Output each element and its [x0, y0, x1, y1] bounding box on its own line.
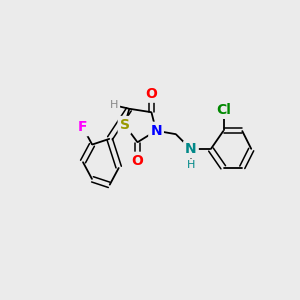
Text: N: N	[185, 142, 197, 156]
Text: N: N	[150, 124, 162, 138]
Text: O: O	[146, 87, 158, 101]
Text: H: H	[187, 160, 195, 170]
Text: H: H	[110, 100, 118, 110]
Text: O: O	[131, 154, 143, 168]
Text: F: F	[78, 120, 88, 134]
Text: S: S	[120, 118, 130, 132]
Text: Cl: Cl	[216, 103, 231, 117]
